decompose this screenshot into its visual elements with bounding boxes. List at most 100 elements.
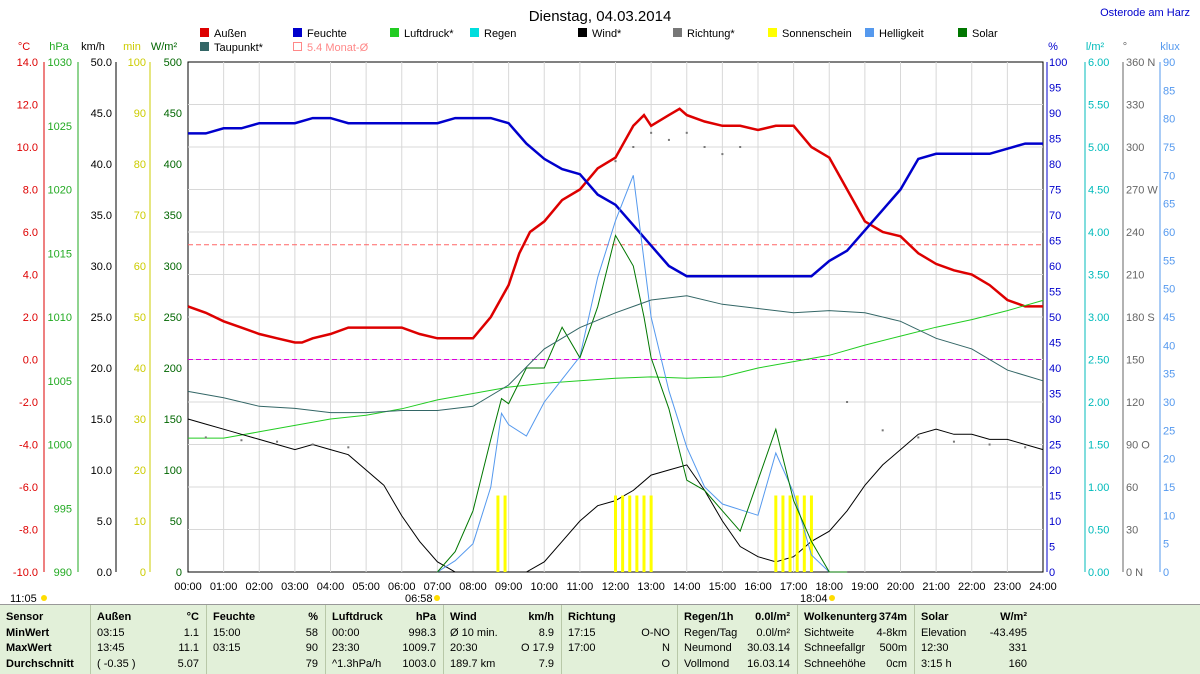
direction-point	[917, 436, 919, 438]
rain-axis-tick: 5.50	[1088, 100, 1109, 112]
direction-axis-tick: 0 N	[1126, 567, 1143, 579]
direction-point	[347, 446, 349, 448]
table-cell: Sensor	[6, 611, 43, 624]
brightness-axis-tick: 10	[1163, 510, 1175, 522]
humidity-axis-tick: 85	[1049, 134, 1061, 146]
table-column: Sensor MinWert MaxWert Durchschnitt	[0, 605, 90, 674]
direction-axis-tick: 300	[1126, 142, 1144, 154]
humidity-axis-tick: 50	[1049, 312, 1061, 324]
time-left-label: 11:05	[10, 593, 37, 604]
humidity-axis-tick: 0	[1049, 567, 1055, 579]
pressure-axis-tick: 1020	[48, 185, 72, 197]
direction-axis-tick: 180 S	[1126, 312, 1155, 324]
table-column: Außen °C 03:15 1.1 13:45 11.1( -0.35 ) 5.07	[90, 605, 207, 674]
legend-label: Außen	[214, 28, 246, 40]
direction-axis-tick: 90 O	[1126, 440, 1150, 452]
brightness-axis-tick: 0	[1163, 567, 1169, 579]
sun-icon-sunrise	[434, 595, 440, 601]
sunshine-bar	[504, 496, 507, 573]
rain-axis-tick: 4.50	[1088, 185, 1109, 197]
sunshine-bar	[635, 496, 638, 573]
solar-axis-tick: 150	[164, 414, 182, 426]
legend-swatch	[293, 28, 302, 37]
legend-label: Richtung*	[687, 28, 735, 40]
table-cell: Regen/Tag	[684, 627, 737, 640]
x-tick-label: 15:00	[709, 581, 737, 593]
sunshine-bar	[810, 496, 813, 573]
sunshine-bar	[781, 496, 784, 573]
rain-axis-tick: 1.00	[1088, 482, 1109, 494]
x-tick-label: 19:00	[851, 581, 879, 593]
table-cell-value: 0.0l/m²	[756, 627, 790, 640]
solar-axis-tick: 200	[164, 363, 182, 375]
wind-axis-tick: 45.0	[91, 108, 112, 120]
humidity-axis-tick: 55	[1049, 287, 1061, 299]
table-cell: Durchschnitt	[6, 658, 74, 671]
solar-axis-tick: 300	[164, 261, 182, 273]
brightness-axis-tick: 30	[1163, 397, 1175, 409]
brightness-axis-tick: 50	[1163, 284, 1175, 296]
pressure-axis-tick: 1025	[48, 121, 72, 133]
legend-swatch	[673, 28, 682, 37]
solar-axis-tick: 100	[164, 465, 182, 477]
temp-axis-tick: 0.0	[23, 355, 38, 367]
table-cell-value: 998.3	[408, 627, 436, 640]
brightness-axis-tick: 90	[1163, 57, 1175, 69]
temp-axis-tick: -4.0	[19, 440, 38, 452]
rain-axis-tick: 0.50	[1088, 525, 1109, 537]
table-cell-value: O	[661, 658, 670, 671]
humidity-axis-tick: 60	[1049, 261, 1061, 273]
x-tick-label: 02:00	[245, 581, 273, 593]
table-cell: Schneehöhe	[804, 658, 866, 671]
sunshine-axis-tick: 100	[128, 57, 146, 69]
rain-axis-tick: 4.00	[1088, 227, 1109, 239]
pressure-axis-tick: 1005	[48, 376, 72, 388]
legend-swatch	[390, 28, 399, 37]
direction-axis-tick: 240	[1126, 227, 1144, 239]
table-cell-value: 0.0l/m²	[755, 611, 790, 624]
table-cell: MaxWert	[6, 642, 52, 655]
pressure-axis-tick: 995	[54, 503, 72, 515]
pressure-axis-tick: 990	[54, 567, 72, 579]
pressure-axis-tick: 1000	[48, 440, 72, 452]
pressure-axis-tick: 1010	[48, 312, 72, 324]
table-cell: 15:00	[213, 627, 241, 640]
humidity-axis-tick: 100	[1049, 57, 1067, 69]
table-cell-value: °C	[187, 611, 199, 624]
x-tick-label: 24:00	[1029, 581, 1057, 593]
table-column: Solar W/m² Elevation -43.495 12:30 331 3:15 h1…	[914, 605, 1035, 674]
x-tick-label: 04:00	[317, 581, 345, 593]
legend-label: Solar	[972, 28, 998, 40]
sunshine-bar	[614, 496, 617, 573]
unit-temp: °C	[18, 41, 30, 53]
table-cell-value: 11.1	[178, 642, 199, 655]
table-cell: ^1.3hPa/h	[332, 658, 381, 671]
x-tick-label: 01:00	[210, 581, 238, 593]
brightness-axis-tick: 70	[1163, 170, 1175, 182]
x-tick-label: 13:00	[637, 581, 665, 593]
direction-point	[989, 444, 991, 446]
sunshine-axis-tick: 50	[134, 312, 146, 324]
direction-point	[615, 160, 617, 162]
table-cell: 03:15	[97, 627, 125, 640]
humidity-axis-tick: 95	[1049, 83, 1061, 95]
table-column: Regen/1h 0.0l/m² Regen/Tag 0.0l/m² Neumond 30…	[677, 605, 798, 674]
pressure-axis-tick: 1015	[48, 248, 72, 260]
wind-axis-tick: 40.0	[91, 159, 112, 171]
unit-solar: W/m²	[151, 41, 178, 53]
wind-axis-tick: 15.0	[91, 414, 112, 426]
rain-axis-tick: 3.50	[1088, 270, 1109, 282]
humidity-axis-tick: 70	[1049, 210, 1061, 222]
sunshine-axis-tick: 70	[134, 210, 146, 222]
sunshine-bar	[789, 496, 792, 573]
temp-axis-tick: 12.0	[17, 100, 38, 112]
temp-axis-tick: -8.0	[19, 525, 38, 537]
brightness-axis-tick: 25	[1163, 425, 1175, 437]
location-label: Osterode am Harz	[1100, 7, 1190, 19]
table-cell-value: W/m²	[1000, 611, 1027, 624]
direction-point	[1024, 446, 1026, 448]
x-tick-label: 12:00	[602, 581, 630, 593]
table-cell-value: 16.03.14	[747, 658, 790, 671]
x-tick-label: 09:00	[495, 581, 523, 593]
table-cell-value: 1.1	[184, 627, 199, 640]
